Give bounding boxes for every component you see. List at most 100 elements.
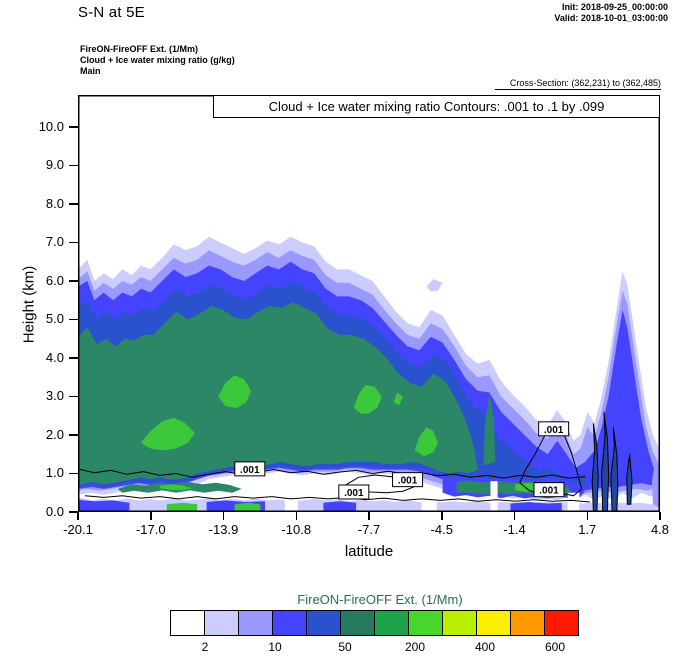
- field-line-1: FireON-FireOFF Ext. (1/Mm): [80, 44, 199, 54]
- colorbar-cell: [476, 610, 511, 636]
- bottom-strip-blue: [323, 501, 357, 512]
- bottom-strip-green: [234, 502, 261, 511]
- y-axis-tick: [69, 434, 78, 436]
- contour-label: .001: [338, 484, 370, 500]
- fill-ext-2-blob: [426, 279, 443, 292]
- bottom-strip-green: [166, 502, 198, 511]
- colorbar-cell: [442, 610, 477, 636]
- white-gap: [490, 481, 498, 512]
- fill-green-patch: [393, 392, 403, 405]
- y-tick-label: 8.0: [45, 195, 64, 211]
- field-line-2: Cloud + Ice water mixing ratio (g/kg): [80, 55, 235, 65]
- y-axis-tick: [69, 126, 78, 128]
- colorbar-tick-label: 10: [268, 640, 282, 654]
- x-axis-tick: [513, 512, 516, 520]
- colorbar-cell: [374, 610, 409, 636]
- fill-green-patch: [141, 417, 195, 451]
- y-axis-tick: [69, 203, 78, 205]
- y-tick-label: 9.0: [45, 157, 64, 173]
- x-tick-label: 1.7: [578, 522, 597, 537]
- y-axis-tick: [69, 241, 78, 244]
- x-axis-tick: [441, 512, 443, 520]
- svg-text:.001: .001: [344, 488, 364, 499]
- cross-section-coords: Cross-Section: (362,231) to (362,485): [495, 78, 661, 90]
- init-time: Init: 2018-09-25_00:00:00: [561, 2, 668, 12]
- y-tick-label: 4.0: [45, 349, 64, 365]
- page-title: S-N at 5E: [78, 4, 145, 21]
- x-tick-label: -4.5: [430, 522, 453, 537]
- x-tick-label: -17.0: [135, 522, 166, 537]
- colorbar-cell: [510, 610, 545, 636]
- colorbar-cell: [204, 610, 239, 636]
- svg-text:.001: .001: [240, 465, 260, 476]
- colorbar-tick-label: 2: [201, 640, 209, 654]
- svg-text:.001: .001: [544, 425, 564, 436]
- x-tick-label: -10.8: [281, 522, 312, 537]
- x-axis-tick: [77, 512, 79, 520]
- fill-green-patch: [218, 375, 251, 408]
- x-axis-tick: [659, 512, 661, 520]
- fill-green-patch: [353, 384, 382, 414]
- y-tick-label: 2.0: [45, 426, 64, 442]
- colorbar-tick-label: 50: [338, 640, 352, 654]
- y-tick-label: 5.0: [45, 311, 64, 327]
- x-tick-label: -1.4: [503, 522, 526, 537]
- colorbar-cell: [408, 610, 443, 636]
- right-edge-blob: [651, 461, 660, 509]
- colorbar-tick-label: 200: [404, 640, 426, 654]
- contour-label: .001: [392, 472, 424, 488]
- colorbar-cell: [170, 610, 205, 636]
- colorbar-title: FireON-FireOFF Ext. (1/Mm): [297, 592, 463, 607]
- x-axis-tick: [295, 512, 297, 520]
- y-tick-label: 6.0: [45, 272, 64, 288]
- colorbar: [170, 610, 590, 636]
- fill-green-patch: [414, 427, 438, 457]
- y-axis-tick: [69, 472, 78, 475]
- y-axis-tick: [69, 164, 78, 167]
- contour-label: .001: [538, 421, 570, 437]
- colorbar-cell: [544, 610, 579, 636]
- colorbar-cell: [272, 610, 307, 636]
- low-band-green: [159, 484, 193, 491]
- contour-info-box: Cloud + Ice water mixing ratio Contours:…: [213, 95, 660, 118]
- x-axis-tick: [150, 512, 152, 520]
- valid-time: Valid: 2018-10-01_03:00:00: [554, 13, 668, 23]
- colorbar-cell: [306, 610, 341, 636]
- run-times: Init: 2018-09-25_00:00:00 Valid: 2018-10…: [554, 2, 668, 24]
- y-axis-tick: [69, 280, 78, 282]
- y-tick-label: 7.0: [45, 234, 64, 250]
- svg-text:.001: .001: [539, 486, 559, 497]
- fill-teal-column: [483, 392, 496, 466]
- x-tick-label: -20.1: [63, 522, 93, 537]
- y-tick-label: 0.0: [45, 504, 64, 519]
- svg-text:.001: .001: [398, 476, 418, 487]
- field-line-3: Main: [80, 66, 101, 76]
- bottom-strip-blue: [510, 502, 562, 512]
- dark-spike: [601, 411, 610, 512]
- y-axis-tick: [69, 357, 78, 359]
- colorbar-cell: [238, 610, 273, 636]
- y-tick-label: 1.0: [45, 465, 64, 481]
- x-axis-title: latitude: [344, 543, 394, 560]
- x-axis-tick: [222, 512, 225, 520]
- contour-label: .001: [234, 461, 266, 477]
- dark-spike: [626, 454, 633, 505]
- bottom-strip-blue: [78, 499, 130, 512]
- white-gap: [567, 492, 580, 512]
- white-gap: [284, 490, 298, 512]
- colorbar-tick-label: 400: [474, 640, 496, 654]
- contour-line-001: [84, 495, 590, 503]
- x-tick-label: -13.9: [208, 522, 239, 537]
- y-axis-tick: [69, 395, 78, 398]
- y-axis-tick: [69, 511, 78, 513]
- cross-section-contour-plot: .001 .001 .001 .001 .001: [78, 95, 660, 512]
- white-gap: [421, 494, 437, 512]
- contour-line-001: [78, 468, 586, 479]
- dark-spike: [591, 423, 599, 512]
- y-tick-label: 3.0: [45, 388, 64, 404]
- x-tick-label: 4.8: [650, 522, 670, 537]
- y-tick-label: 10.0: [38, 118, 64, 134]
- x-axis-tick: [368, 512, 370, 520]
- field-description: FireON-FireOFF Ext. (1/Mm) Cloud + Ice w…: [80, 44, 235, 77]
